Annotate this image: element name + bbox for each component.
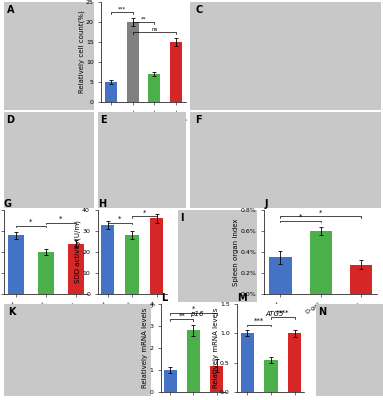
Bar	[350, 265, 372, 294]
Text: E: E	[100, 115, 107, 125]
Y-axis label: Spleen organ index: Spleen organ index	[233, 218, 239, 286]
Text: **: **	[178, 312, 185, 318]
Text: *: *	[299, 214, 302, 220]
Text: I: I	[180, 213, 184, 223]
Text: Rapamycin: Rapamycin	[164, 116, 188, 136]
Text: *: *	[143, 210, 146, 216]
Bar	[288, 333, 301, 392]
Bar	[68, 244, 84, 294]
Text: G: G	[4, 199, 12, 209]
Text: **: **	[141, 17, 146, 22]
Text: H₂O₂: H₂O₂	[136, 132, 152, 138]
Bar	[187, 330, 200, 392]
Bar	[241, 333, 254, 392]
Bar	[8, 235, 24, 294]
Bar	[269, 257, 291, 294]
Text: M: M	[237, 293, 247, 303]
Text: ATG5: ATG5	[265, 311, 283, 317]
Text: *: *	[319, 210, 322, 216]
Bar	[170, 42, 182, 102]
Text: p16: p16	[190, 311, 203, 317]
Text: A: A	[7, 5, 14, 15]
Bar	[38, 252, 54, 294]
Bar	[164, 370, 177, 392]
Bar	[150, 218, 164, 294]
Bar	[125, 235, 139, 294]
Text: ***: ***	[118, 7, 126, 12]
Text: Gln: Gln	[150, 116, 159, 125]
Text: B: B	[101, 0, 109, 1]
Text: ***: ***	[254, 318, 264, 324]
Y-axis label: Relatively mRNA levels: Relatively mRNA levels	[213, 308, 219, 388]
Text: ns: ns	[151, 26, 157, 32]
Bar	[310, 231, 332, 294]
Text: Vehicle: Vehicle	[124, 116, 141, 130]
Text: H: H	[98, 199, 106, 209]
Text: L: L	[161, 293, 167, 303]
Text: N: N	[318, 307, 326, 317]
Y-axis label: Relatively cell count(%): Relatively cell count(%)	[78, 11, 85, 93]
Text: D: D	[7, 115, 15, 125]
Text: C: C	[195, 5, 203, 15]
Bar	[101, 225, 114, 294]
Text: *: *	[192, 306, 195, 312]
Bar	[264, 360, 278, 392]
Text: *: *	[59, 216, 63, 222]
Bar	[210, 366, 223, 392]
Text: ****: ****	[276, 310, 290, 316]
Text: F: F	[195, 115, 202, 125]
Text: *: *	[118, 216, 121, 222]
Text: K: K	[8, 307, 16, 317]
Bar	[105, 82, 117, 102]
Text: Ctrl: Ctrl	[106, 116, 116, 125]
Bar	[127, 22, 139, 102]
Bar	[149, 74, 160, 102]
Y-axis label: SOD activity(U/m): SOD activity(U/m)	[74, 220, 81, 284]
Y-axis label: Relatively mRNA levels: Relatively mRNA levels	[142, 308, 148, 388]
Text: *: *	[29, 219, 33, 225]
Text: J: J	[264, 199, 268, 209]
